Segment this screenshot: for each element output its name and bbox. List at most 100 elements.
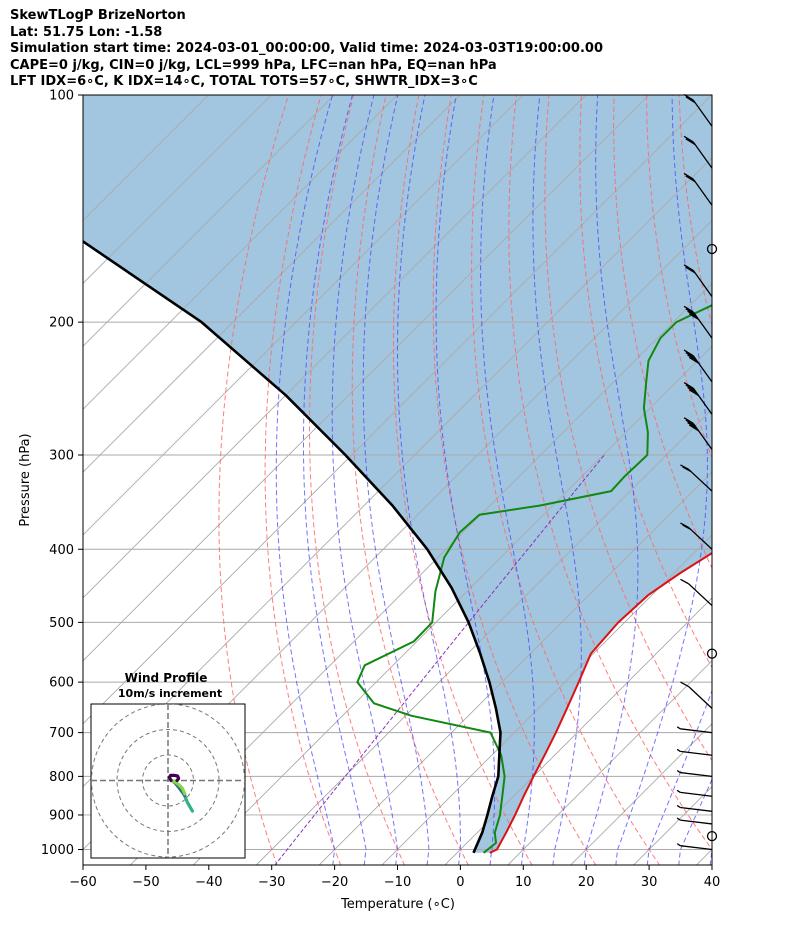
barb-flag (685, 138, 696, 146)
barb-flag (680, 464, 689, 470)
location-line: Lat: 51.75 Lon: -1.58 (10, 24, 163, 40)
moist-adiabat (435, 95, 496, 865)
y-tick-label: 800 (49, 770, 74, 785)
barb-staff (688, 583, 713, 607)
barb-staff (680, 750, 713, 756)
barb-staff (692, 99, 713, 127)
isotherm (83, 95, 712, 725)
dry-adiabat (351, 95, 469, 865)
wind-barb (676, 726, 713, 734)
moist-adiabat (331, 95, 399, 865)
wind-barb (680, 464, 713, 492)
barb-staff (688, 468, 713, 492)
wind-barb (683, 349, 713, 383)
y-tick-label: 400 (49, 543, 74, 558)
moist-adiabat (303, 95, 367, 865)
wind-barb (683, 264, 713, 297)
dry-adiabat (744, 95, 794, 866)
moist-adiabat (646, 689, 712, 865)
barb-flag (676, 804, 681, 809)
mixing-ratio-line (274, 454, 605, 865)
x-tick-label: −50 (132, 875, 159, 890)
barb-flag (683, 381, 694, 389)
time-line: Simulation start time: 2024-03-01_00:00:… (10, 41, 603, 56)
dry-adiabat (544, 95, 712, 762)
wind-barb (683, 135, 713, 169)
wind-barb (676, 769, 713, 778)
moist-adiabat (362, 95, 430, 865)
x-axis-label: Temperature (∘C) (340, 897, 455, 912)
dewpoint-line (356, 304, 712, 854)
moist-adiabat (678, 778, 712, 865)
wind-barb (683, 417, 713, 450)
wind-barb (683, 381, 713, 415)
barb-flag (676, 789, 681, 793)
y-tick-label: 500 (49, 616, 74, 631)
isotherm (381, 534, 712, 865)
barb-flag (676, 769, 681, 774)
dry-adiabat (646, 95, 712, 460)
x-tick-label: −40 (195, 875, 222, 890)
moist-adiabat (532, 95, 582, 865)
wind-barb (676, 843, 713, 851)
y-tick-label: 700 (49, 726, 74, 741)
hodograph-subtitle: 10m/s increment (118, 687, 222, 700)
barb-flag (680, 522, 689, 529)
barb-staff (680, 728, 713, 734)
moist-adiabat (275, 95, 336, 865)
barb-flag (688, 356, 699, 364)
barb-staff (680, 806, 713, 812)
barb-flag (688, 313, 699, 320)
barb-staff (688, 526, 713, 550)
dry-adiabat (579, 95, 712, 669)
barb-flag (687, 422, 698, 429)
chart-header: SkewTLogP BrizeNorton Lat: 51.75 Lon: -1… (10, 8, 603, 91)
dry-adiabat (264, 95, 342, 865)
wind-barb (680, 578, 713, 607)
barb-flag (683, 349, 694, 357)
barb-flag (685, 419, 696, 427)
barb-flag (688, 389, 699, 397)
cape-fill-area (83, 95, 712, 853)
dry-adiabat (393, 95, 533, 865)
isotherm (192, 345, 712, 865)
chart-title: SkewTLogP BrizeNorton (10, 8, 186, 23)
barb-flag (688, 424, 699, 432)
dry-adiabat (471, 95, 661, 865)
barb-flag (680, 681, 689, 688)
isotherm (83, 95, 272, 285)
isotherm (507, 660, 712, 865)
dry-adiabat (777, 95, 794, 866)
isotherm (83, 95, 587, 599)
y-tick-label: 1000 (41, 843, 74, 858)
y-tick-label: 200 (49, 316, 74, 331)
indices-line-1: CAPE=0 j/kg, CIN=0 j/kg, LCL=999 hPa, LF… (10, 57, 497, 73)
barb-staff (692, 178, 713, 206)
axes: −60 −50 −40 −30 −20 −10 0 10 20 30 40 1000 900 800 700… (41, 89, 720, 891)
isotherm (83, 95, 650, 662)
barb-staff (692, 141, 713, 169)
wind-barb (683, 172, 713, 206)
barb-flag (685, 175, 696, 183)
moist-adiabat (397, 95, 461, 865)
barb-flag (687, 386, 698, 394)
parcel-line (83, 239, 502, 854)
hodograph-title: Wind Profile (125, 671, 208, 685)
x-tick-label: −30 (258, 875, 285, 890)
x-tick-label: 20 (578, 875, 595, 890)
barb-staff (680, 791, 713, 797)
moist-adiabat (709, 848, 712, 865)
x-tick-label: 10 (515, 875, 532, 890)
dry-adiabat (218, 95, 289, 865)
barb-flag (682, 524, 692, 531)
isotherm (83, 95, 335, 347)
barb-flag (687, 310, 698, 318)
wind-barb (676, 804, 713, 812)
barb-flag (683, 264, 694, 272)
cape-cin-fill (83, 95, 712, 853)
barb-flag (682, 466, 692, 472)
isotherm (83, 95, 461, 473)
y-tick-label: 100 (49, 89, 74, 104)
x-tick-label: 40 (704, 875, 721, 890)
